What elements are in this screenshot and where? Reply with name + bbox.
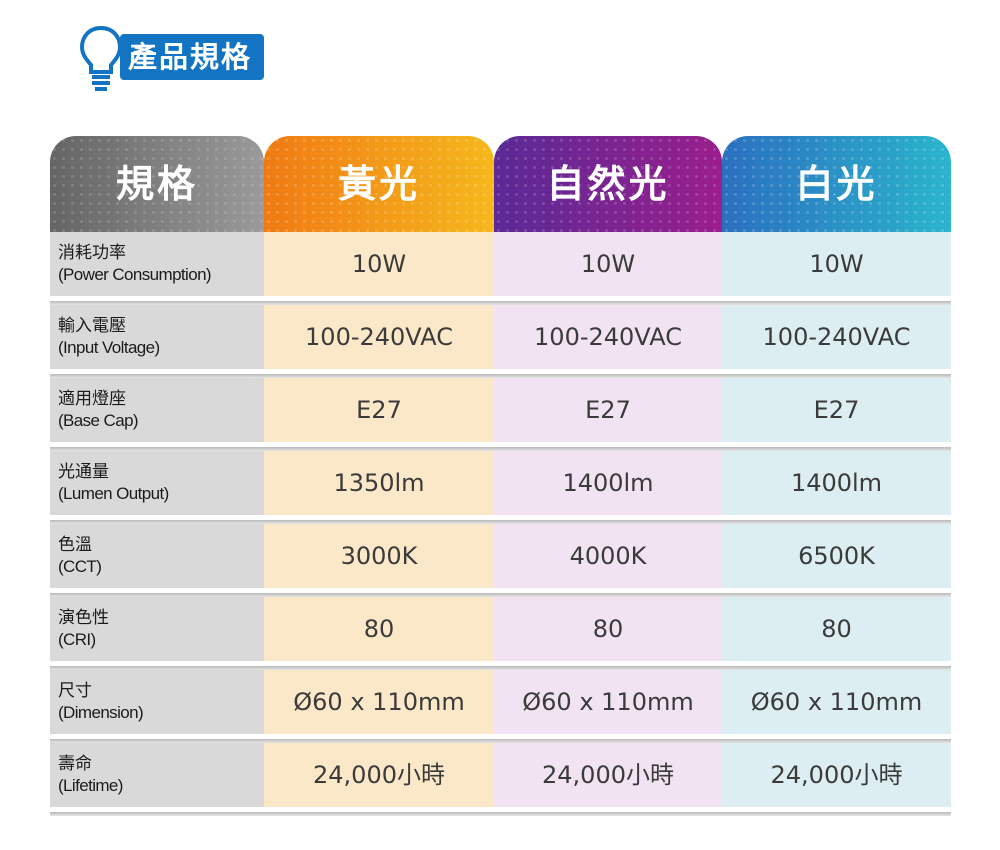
spec-label-zh: 適用燈座: [58, 389, 126, 408]
header-natural-light: 自然光: [494, 136, 722, 232]
row-divider: [50, 301, 951, 305]
spec-label-en: (Lifetime): [58, 776, 123, 795]
spec-label-zh: 壽命: [58, 754, 92, 773]
row-divider: [50, 520, 951, 524]
table-row: 光通量 (Lumen Output) 1350lm 1400lm 1400lm: [50, 451, 951, 524]
spec-label-en: (Base Cap): [58, 411, 139, 430]
table-row: 色溫 (CCT) 3000K 4000K 6500K: [50, 524, 951, 597]
spec-label: 適用燈座 (Base Cap): [50, 378, 264, 432]
value-natural-light: 10W: [494, 232, 722, 296]
spec-label-zh: 光通量: [58, 462, 109, 481]
section-title: 產品規格: [78, 24, 298, 94]
spec-label-zh: 尺寸: [58, 681, 92, 700]
value-white-light: 24,000小時: [722, 743, 951, 807]
spec-label-cell: 適用燈座 (Base Cap): [50, 378, 264, 442]
row-divider: [50, 812, 951, 816]
spec-label-cell: 色溫 (CCT): [50, 524, 264, 588]
spec-label-zh: 消耗功率: [58, 243, 126, 262]
value-yellow-light: 24,000小時: [264, 743, 494, 807]
value-white-light: 1400lm: [722, 451, 951, 515]
value-yellow-light: 80: [264, 597, 494, 661]
header-white-light: 白光: [722, 136, 951, 232]
spec-label-cell: 輸入電壓 (Input Voltage): [50, 305, 264, 369]
spec-label-zh: 色溫: [58, 535, 92, 554]
spec-label-en: (CRI): [58, 630, 96, 649]
spec-label-cell: 演色性 (CRI): [50, 597, 264, 661]
row-divider: [50, 739, 951, 743]
value-white-light: 10W: [722, 232, 951, 296]
spec-label-en: (Lumen Output): [58, 484, 169, 503]
value-white-light: Ø60 x 110mm: [722, 670, 951, 734]
row-divider: [50, 374, 951, 378]
table-row: 消耗功率 (Power Consumption) 10W 10W 10W: [50, 232, 951, 305]
value-white-light: 100-240VAC: [722, 305, 951, 369]
value-white-light: 6500K: [722, 524, 951, 588]
table-header: 規格 黃光 自然光 白光: [50, 136, 951, 232]
spec-table: 規格 黃光 自然光 白光 消耗功率 (Power Consumption) 10W 1…: [50, 136, 951, 816]
spec-label: 輸入電壓 (Input Voltage): [50, 305, 264, 359]
header-yellow-light: 黃光: [264, 136, 494, 232]
value-natural-light: 24,000小時: [494, 743, 722, 807]
row-divider: [50, 447, 951, 451]
lightbulb-icon: [79, 25, 123, 91]
spec-label: 壽命 (Lifetime): [50, 743, 264, 797]
value-natural-light: E27: [494, 378, 722, 442]
spec-label: 色溫 (CCT): [50, 524, 264, 578]
page-title: 產品規格: [120, 34, 265, 80]
table-row: 尺寸 (Dimension) Ø60 x 110mm Ø60 x 110mm Ø60 x…: [50, 670, 951, 743]
spec-label: 消耗功率 (Power Consumption): [50, 232, 264, 286]
table-row: 演色性 (CRI) 80 80 80: [50, 597, 951, 670]
value-white-light: E27: [722, 378, 951, 442]
value-yellow-light: 10W: [264, 232, 494, 296]
row-divider: [50, 593, 951, 597]
spec-label-cell: 尺寸 (Dimension): [50, 670, 264, 734]
value-yellow-light: E27: [264, 378, 494, 442]
spec-label-en: (Input Voltage): [58, 338, 160, 357]
value-natural-light: Ø60 x 110mm: [494, 670, 722, 734]
table-row: 適用燈座 (Base Cap) E27 E27 E27: [50, 378, 951, 451]
value-natural-light: 100-240VAC: [494, 305, 722, 369]
spec-label-zh: 演色性: [58, 608, 109, 627]
value-natural-light: 1400lm: [494, 451, 722, 515]
spec-label: 尺寸 (Dimension): [50, 670, 264, 724]
value-yellow-light: 100-240VAC: [264, 305, 494, 369]
value-white-light: 80: [722, 597, 951, 661]
spec-label: 演色性 (CRI): [50, 597, 264, 651]
value-yellow-light: 3000K: [264, 524, 494, 588]
spec-label-zh: 輸入電壓: [58, 316, 126, 335]
value-yellow-light: Ø60 x 110mm: [264, 670, 494, 734]
table-row: 輸入電壓 (Input Voltage) 100-240VAC 100-240VAC 1…: [50, 305, 951, 378]
table-body: 消耗功率 (Power Consumption) 10W 10W 10W 輸入電壓 (Inp…: [50, 232, 951, 816]
spec-label-en: (Dimension): [58, 703, 144, 722]
table-row: 壽命 (Lifetime) 24,000小時 24,000小時 24,000小時: [50, 743, 951, 816]
spec-label-cell: 消耗功率 (Power Consumption): [50, 232, 264, 296]
value-natural-light: 4000K: [494, 524, 722, 588]
row-divider: [50, 666, 951, 670]
value-yellow-light: 1350lm: [264, 451, 494, 515]
spec-label: 光通量 (Lumen Output): [50, 451, 264, 505]
spec-label-cell: 壽命 (Lifetime): [50, 743, 264, 807]
spec-label-en: (Power Consumption): [58, 265, 212, 284]
header-spec: 規格: [50, 136, 264, 232]
value-natural-light: 80: [494, 597, 722, 661]
spec-label-cell: 光通量 (Lumen Output): [50, 451, 264, 515]
spec-label-en: (CCT): [58, 557, 102, 576]
